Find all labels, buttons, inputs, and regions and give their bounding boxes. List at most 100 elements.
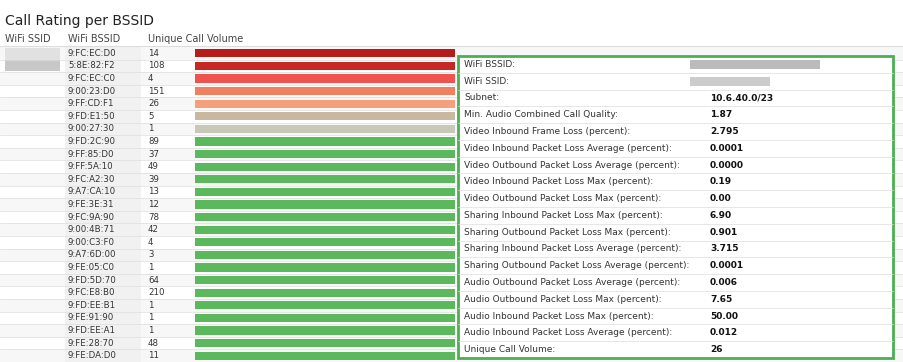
Bar	[689, 60, 819, 69]
Text: Sharing Inbound Packet Loss Max (percent):: Sharing Inbound Packet Loss Max (percent…	[463, 211, 662, 220]
Text: 9:FE:DA:D0: 9:FE:DA:D0	[68, 351, 116, 360]
Text: Video Inbound Frame Loss (percent):: Video Inbound Frame Loss (percent):	[463, 127, 629, 136]
Bar	[195, 150, 454, 158]
Bar	[195, 175, 454, 184]
Bar	[195, 301, 454, 310]
Text: 14: 14	[148, 49, 159, 58]
Text: 0.901: 0.901	[709, 228, 738, 237]
Bar	[195, 125, 454, 133]
Bar	[0, 299, 903, 312]
Bar	[195, 339, 454, 347]
Text: 12: 12	[148, 200, 159, 209]
Text: 9:00:4B:71: 9:00:4B:71	[68, 225, 116, 234]
Bar	[195, 226, 454, 234]
Text: 10.6.40.0/23: 10.6.40.0/23	[709, 93, 772, 102]
Bar	[195, 276, 454, 284]
Text: 42: 42	[148, 225, 159, 234]
Text: 0.0001: 0.0001	[709, 261, 743, 270]
Bar	[195, 75, 454, 83]
Text: WiFi BSSID:: WiFi BSSID:	[463, 60, 515, 69]
Text: Video Outbound Packet Loss Average (percent):: Video Outbound Packet Loss Average (perc…	[463, 161, 679, 169]
Text: 48: 48	[148, 338, 159, 348]
Bar	[195, 201, 454, 209]
Text: 4: 4	[148, 74, 154, 83]
Bar	[195, 327, 454, 334]
Bar	[0, 123, 903, 135]
Bar	[0, 324, 903, 337]
Text: 13: 13	[148, 188, 159, 197]
Text: 9:FD:E1:50: 9:FD:E1:50	[68, 112, 116, 121]
Text: 9:FC:A2:30: 9:FC:A2:30	[68, 175, 116, 184]
Text: 9:FE:05:C0: 9:FE:05:C0	[68, 263, 115, 272]
Text: 2.795: 2.795	[709, 127, 738, 136]
Bar	[0, 223, 903, 236]
Text: Audio Inbound Packet Loss Average (percent):: Audio Inbound Packet Loss Average (perce…	[463, 328, 672, 337]
Text: Unique Call Volume: Unique Call Volume	[148, 34, 243, 44]
Text: 26: 26	[148, 99, 159, 108]
Text: Sharing Inbound Packet Loss Average (percent):: Sharing Inbound Packet Loss Average (per…	[463, 244, 681, 253]
Text: 0.0001: 0.0001	[709, 144, 743, 153]
Text: Sharing Outbound Packet Loss Max (percent):: Sharing Outbound Packet Loss Max (percen…	[463, 228, 670, 237]
Text: 3.715: 3.715	[709, 244, 738, 253]
Text: 0.00: 0.00	[709, 194, 731, 203]
Text: 1: 1	[148, 125, 154, 134]
Text: Audio Outbound Packet Loss Average (percent):: Audio Outbound Packet Loss Average (perc…	[463, 278, 679, 287]
Bar	[0, 198, 903, 211]
Text: 3: 3	[148, 251, 154, 260]
Bar	[195, 62, 454, 70]
Text: 9:A7:6D:00: 9:A7:6D:00	[68, 251, 116, 260]
Bar	[195, 87, 454, 95]
Bar	[0, 274, 903, 286]
Text: 108: 108	[148, 62, 164, 70]
Text: Video Inbound Packet Loss Average (percent):: Video Inbound Packet Loss Average (perce…	[463, 144, 671, 153]
Text: 9:FC:9A:90: 9:FC:9A:90	[68, 212, 115, 222]
Text: 9:FD:5D:70: 9:FD:5D:70	[68, 275, 116, 285]
Text: WiFi BSSID: WiFi BSSID	[68, 34, 120, 44]
Text: 64: 64	[148, 275, 159, 285]
Text: 1.87: 1.87	[709, 110, 731, 119]
Bar	[195, 188, 454, 196]
Text: Unique Call Volume:: Unique Call Volume:	[463, 345, 554, 354]
Text: 9:FF:5A:10: 9:FF:5A:10	[68, 162, 114, 171]
Text: Audio Outbound Packet Loss Max (percent):: Audio Outbound Packet Loss Max (percent)…	[463, 295, 661, 304]
Text: Call Rating per BSSID: Call Rating per BSSID	[5, 14, 154, 28]
Text: 49: 49	[148, 162, 159, 171]
Text: 9:00:C3:F0: 9:00:C3:F0	[68, 238, 115, 247]
Text: 6.90: 6.90	[709, 211, 731, 220]
FancyBboxPatch shape	[458, 56, 892, 358]
Text: Video Inbound Packet Loss Max (percent):: Video Inbound Packet Loss Max (percent):	[463, 177, 653, 186]
Text: 0.0000: 0.0000	[709, 161, 743, 169]
Text: 9:FF:85:D0: 9:FF:85:D0	[68, 150, 115, 159]
Text: 1: 1	[148, 313, 154, 323]
Text: 26: 26	[709, 345, 721, 354]
Text: 9:FF:CD:F1: 9:FF:CD:F1	[68, 99, 115, 108]
Text: 0.012: 0.012	[709, 328, 738, 337]
Bar	[195, 314, 454, 322]
Text: 9:FE:3E:31: 9:FE:3E:31	[68, 200, 115, 209]
Bar	[5, 48, 60, 71]
Bar	[195, 289, 454, 297]
Text: Audio Inbound Packet Loss Max (percent):: Audio Inbound Packet Loss Max (percent):	[463, 312, 653, 321]
Text: 1: 1	[148, 301, 154, 310]
Text: 0.006: 0.006	[709, 278, 737, 287]
Bar	[0, 173, 903, 186]
Text: Video Outbound Packet Loss Max (percent):: Video Outbound Packet Loss Max (percent)…	[463, 194, 660, 203]
Text: 5:8E:82:F2: 5:8E:82:F2	[68, 62, 115, 70]
Bar	[0, 72, 903, 85]
Text: 1: 1	[148, 263, 154, 272]
Text: 89: 89	[148, 137, 159, 146]
Bar	[195, 100, 454, 108]
Text: 9:FC:E8:B0: 9:FC:E8:B0	[68, 288, 116, 297]
Text: 5: 5	[148, 112, 154, 121]
Bar	[195, 213, 454, 221]
Text: WiFi SSID: WiFi SSID	[5, 34, 51, 44]
Bar	[195, 112, 454, 121]
Bar	[65, 47, 141, 362]
Text: Min. Audio Combined Call Quality:: Min. Audio Combined Call Quality:	[463, 110, 618, 119]
Bar	[195, 251, 454, 259]
Text: 9:FE:28:70: 9:FE:28:70	[68, 338, 115, 348]
Bar	[195, 238, 454, 247]
Text: Subnet:: Subnet:	[463, 93, 498, 102]
Bar	[0, 349, 903, 362]
Text: 9:00:23:D0: 9:00:23:D0	[68, 87, 116, 96]
